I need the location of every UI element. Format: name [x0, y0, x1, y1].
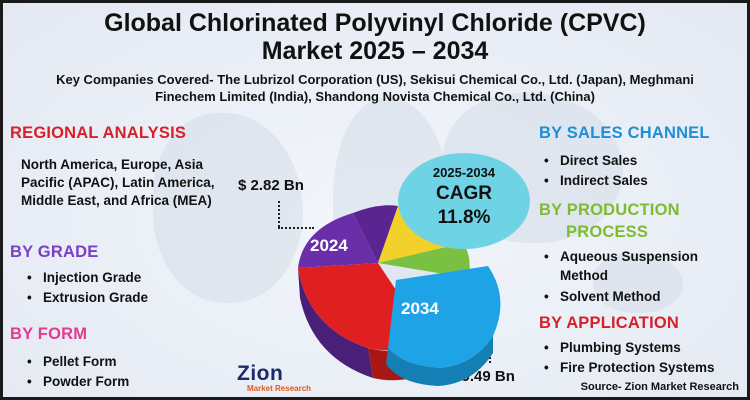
by-sales-channel-heading: BY SALES CHANNEL [539, 124, 710, 142]
pie-side-purple [298, 268, 373, 378]
list-item: Injection Grade [21, 268, 221, 288]
by-production-heading-line-2: PROCESS [566, 223, 649, 241]
pie-slice-purple-top [353, 205, 398, 263]
source-credit: Source- Zion Market Research [580, 381, 739, 393]
title-line-1: Global Chlorinated Polyvinyl Chloride (C… [104, 9, 646, 37]
cagr-years: 2025-2034 [432, 165, 496, 180]
list-item: Pellet Form [21, 352, 221, 372]
list-item: Indirect Sales [538, 171, 743, 191]
pie-slice-blue [388, 266, 501, 368]
logo-subtitle: Market Research [247, 384, 312, 393]
by-form-heading: BY FORM [10, 325, 88, 343]
list-item: Aqueous Suspension Method [538, 247, 743, 285]
by-sales-channel-list: Direct Sales Indirect Sales [538, 151, 743, 191]
by-grade-heading: BY GRADE [10, 243, 99, 261]
year-2024-label: 2024 [310, 236, 348, 255]
list-item: Powder Form [21, 372, 221, 392]
leader-line-2024-horizontal [278, 227, 314, 229]
cagr-label: CAGR [436, 183, 492, 204]
regional-analysis-text: North America, Europe, Asia Pacific (APA… [21, 157, 215, 208]
pie-slice-purple [298, 213, 378, 268]
list-item: Direct Sales [538, 151, 743, 171]
by-production-heading-line-1: BY PRODUCTION [539, 201, 680, 219]
list-item: Solvent Method [538, 287, 743, 306]
list-item: Plumbing Systems [538, 338, 747, 358]
cagr-value: 11.8% [437, 207, 491, 228]
value-2024: $ 2.82 Bn [238, 177, 304, 194]
by-application-list: Plumbing Systems Fire Protection Systems [538, 338, 747, 378]
pie-side-blue [386, 336, 493, 386]
cagr-bubble: 2025-2034 CAGR 11.8% [398, 153, 530, 249]
pie-slice-green [378, 243, 470, 278]
title-line-2: Market 2025 – 2034 [261, 37, 489, 65]
regional-analysis-heading: REGIONAL ANALYSIS [10, 124, 187, 142]
zion-logo: Zion Market Research [229, 362, 319, 395]
by-grade-list: Injection Grade Extrusion Grade [21, 268, 221, 308]
key-companies: Key Companies Covered- The Lubrizol Corp… [56, 72, 694, 104]
by-production-list: Aqueous Suspension Method Solvent Method [538, 247, 743, 306]
list-item: Extrusion Grade [21, 288, 221, 308]
by-form-list: Pellet Form Powder Form [21, 352, 221, 392]
logo-name: Zion [237, 362, 284, 385]
year-2034-label: 2034 [401, 299, 439, 318]
leader-line-2024-vertical [278, 201, 280, 227]
list-item: Fire Protection Systems [538, 358, 747, 378]
by-application-heading: BY APPLICATION [539, 314, 680, 332]
